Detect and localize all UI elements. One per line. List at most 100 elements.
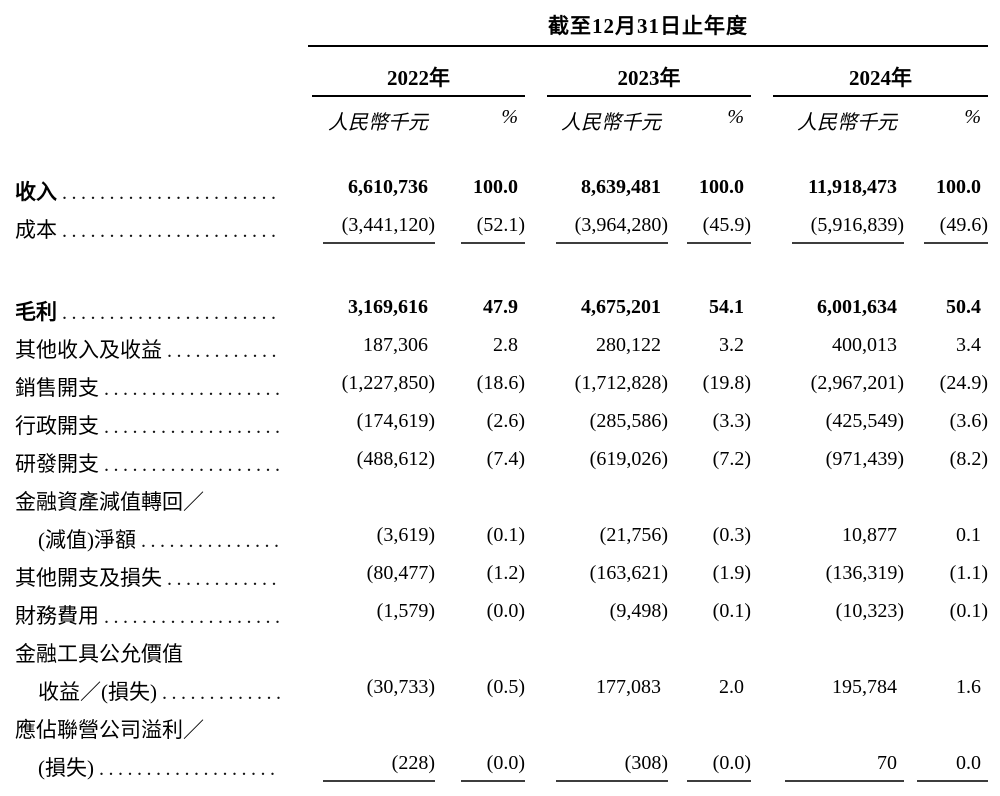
cell-value: 47.9 [483, 296, 518, 318]
cell-value: 2.8 [493, 334, 518, 356]
value-cell-2022-amount: 187,306 [290, 334, 435, 364]
value-cell-2022-pct: (2.6) [435, 410, 525, 440]
value-cell-2023-amount: (3,964,280) [525, 214, 668, 244]
row-label-text: 應佔聯營公司溢利／ [15, 718, 204, 742]
row-label: 其他開支及損失 [0, 562, 290, 592]
cell-value: (0.0) [687, 752, 751, 782]
value-cell-2024-pct: (49.6) [904, 214, 988, 244]
row-label: 成本 [0, 214, 290, 244]
value-cell-2024-amount: 6,001,634 [751, 296, 904, 326]
row-label: 研發開支 [0, 448, 290, 478]
cell-value: 3.2 [719, 334, 744, 356]
cell-value: (163,621) [589, 562, 668, 584]
row-label: 金融工具公允價值 [0, 638, 290, 668]
row-label: 行政開支 [0, 410, 290, 440]
value-cell-2023-amount: (1,712,828) [525, 372, 668, 402]
table-row: 收益／(損失) (30,733) (0.5) 177,083 2.0 195,7… [0, 672, 1000, 710]
value-cell-2022-pct: (0.1) [435, 524, 525, 554]
dot-leader [162, 680, 280, 705]
cell-value: 187,306 [363, 334, 428, 356]
unit-header-row: 人民幣千元 % 人民幣千元 % 人民幣千元 % [0, 97, 1000, 142]
section-spacer [0, 248, 1000, 292]
dot-leader [104, 414, 280, 439]
value-cell-2022-amount: (488,612) [290, 448, 435, 478]
cell-value: (24.9) [939, 372, 988, 394]
label-column-space [0, 97, 290, 142]
value-cell-2022-amount: (228) [290, 752, 435, 782]
cell-value: 50.4 [946, 296, 981, 318]
value-cell-2024-amount: (425,549) [751, 410, 904, 440]
table-row: 應佔聯營公司溢利／ [0, 710, 1000, 748]
cell-value: 195,784 [832, 676, 897, 698]
value-cell-2023-pct: (7.2) [668, 448, 751, 478]
cell-value: (52.1) [461, 214, 525, 244]
table-row: 財務費用 (1,579) (0.0) (9,498) (0.1) (10,323… [0, 596, 1000, 634]
pct-header-2023: % [727, 106, 744, 128]
cell-value: 70 [785, 752, 904, 782]
row-label-text: 銷售開支 [15, 376, 99, 400]
cell-value: (18.6) [476, 372, 525, 394]
cell-value: (136,319) [825, 562, 904, 584]
year-header-2023: 2023年 [547, 47, 751, 97]
label-column-space [0, 10, 290, 47]
dot-leader [167, 566, 280, 591]
value-cell-2023-amount: 280,122 [525, 334, 668, 364]
cell-value: (174,619) [356, 410, 435, 432]
row-label-text: 金融工具公允價值 [15, 642, 183, 666]
dot-leader [104, 604, 280, 629]
value-cell-2024-pct: 100.0 [904, 176, 988, 206]
value-cell-2024-pct: 50.4 [904, 296, 988, 326]
cell-value: (3,964,280) [556, 214, 668, 244]
dot-leader [104, 452, 280, 477]
value-cell-2022-pct: (7.4) [435, 448, 525, 478]
value-cell-2023-amount: 177,083 [525, 676, 668, 706]
dot-leader [62, 180, 280, 205]
dot-leader [104, 376, 280, 401]
cell-value: (0.1) [712, 600, 751, 622]
value-cell-2022-amount: (80,477) [290, 562, 435, 592]
cell-value: 1.6 [956, 676, 981, 698]
cell-value: (285,586) [589, 410, 668, 432]
row-label: (損失) [0, 752, 290, 782]
value-cell-2022-amount: (174,619) [290, 410, 435, 440]
cell-value: (7.2) [712, 448, 751, 470]
pct-header-2024: % [964, 106, 981, 128]
value-cell-2022-amount: (1,227,850) [290, 372, 435, 402]
row-label-text: 其他開支及損失 [15, 566, 162, 590]
value-cell-2022-pct: (0.5) [435, 676, 525, 706]
table-row: 其他開支及損失 (80,477) (1.2) (163,621) (1.9) (… [0, 558, 1000, 596]
cell-value: 3,169,616 [348, 296, 428, 318]
cell-value: (488,612) [356, 448, 435, 470]
cell-value: (425,549) [825, 410, 904, 432]
value-cell-2023-amount: 4,675,201 [525, 296, 668, 326]
value-cell-2024-amount: 70 [751, 752, 904, 782]
row-label-text: 毛利 [15, 300, 57, 324]
value-cell-2024-amount: (971,439) [751, 448, 904, 478]
cell-value: (3,619) [376, 524, 435, 546]
cell-value: (1.1) [949, 562, 988, 584]
row-label-text: 財務費用 [15, 604, 99, 628]
table-row: 行政開支 (174,619) (2.6) (285,586) (3.3) (42… [0, 406, 1000, 444]
row-label: 收入 [0, 176, 290, 206]
cell-value: (308) [556, 752, 668, 782]
value-cell-2023-pct: 54.1 [668, 296, 751, 326]
cell-value: (0.1) [486, 524, 525, 546]
value-cell-2023-pct: 100.0 [668, 176, 751, 206]
table-period-header-row: 截至12月31日止年度 [0, 0, 1000, 47]
cell-value: (3,441,120) [323, 214, 435, 244]
value-cell-2022-amount: 6,610,736 [290, 176, 435, 206]
value-cell-2022-amount: (30,733) [290, 676, 435, 706]
value-cell-2023-pct: (1.9) [668, 562, 751, 592]
cell-value: (80,477) [366, 562, 435, 584]
row-label: 金融資產減值轉回／ [0, 486, 290, 516]
row-label-text: (減值)淨額 [38, 528, 136, 552]
cell-value: 4,675,201 [581, 296, 661, 318]
row-label: (減值)淨額 [0, 524, 290, 554]
cell-value: 11,918,473 [808, 176, 897, 198]
value-cell-2024-amount: (10,323) [751, 600, 904, 630]
row-label: 收益／(損失) [0, 676, 290, 706]
value-cell-2022-pct: (0.0) [435, 600, 525, 630]
unit-header-2022: 人民幣千元 [328, 112, 428, 134]
cell-value: (5,916,839) [792, 214, 904, 244]
cell-value: 400,013 [832, 334, 897, 356]
